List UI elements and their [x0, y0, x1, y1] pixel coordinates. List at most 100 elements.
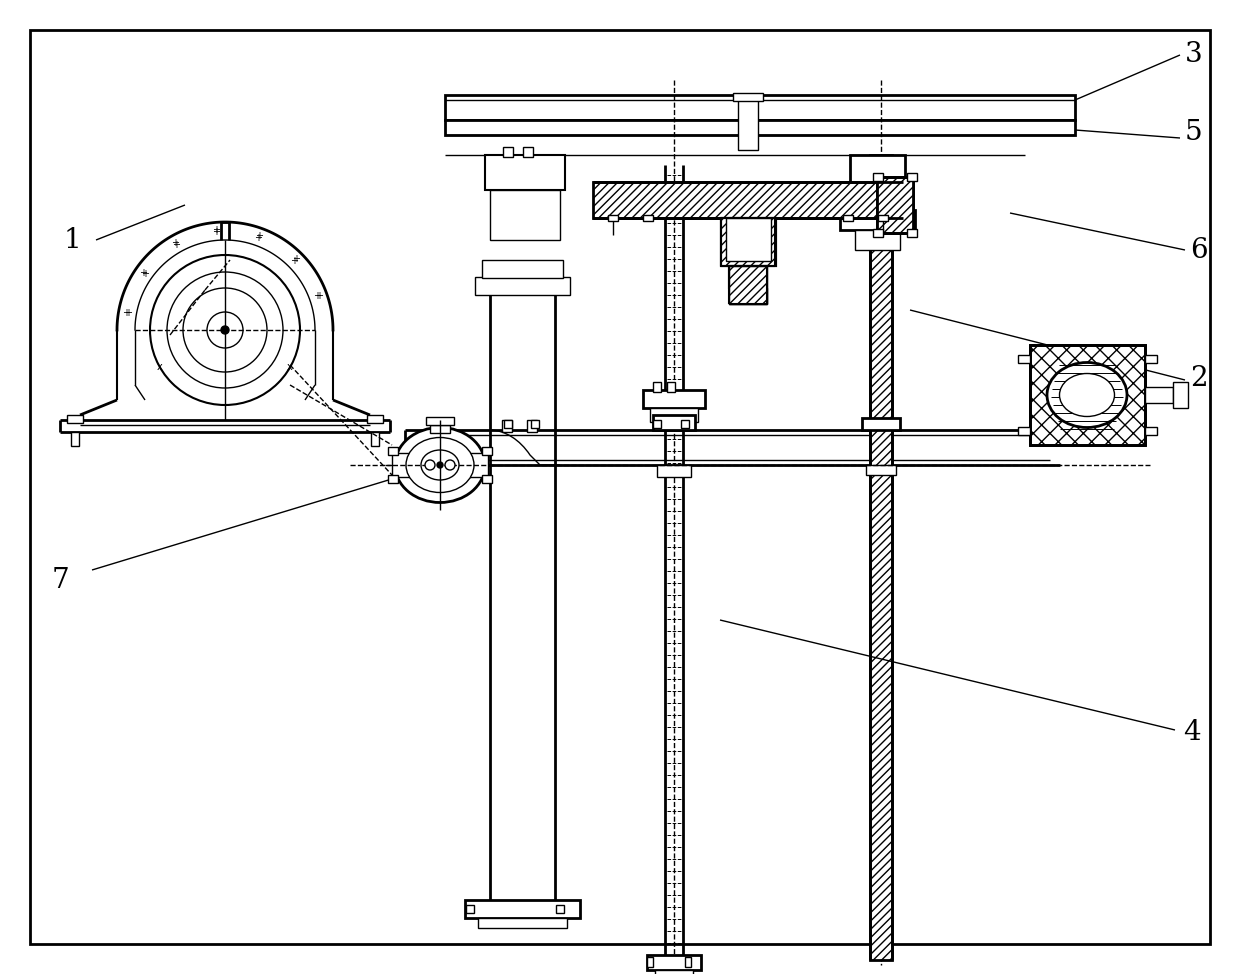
Bar — [1145, 427, 1157, 435]
Bar — [870, 155, 892, 960]
Bar — [367, 415, 383, 423]
Circle shape — [167, 272, 283, 388]
Bar — [430, 425, 450, 433]
Ellipse shape — [422, 450, 459, 480]
Text: +: + — [212, 225, 221, 236]
Bar — [466, 905, 474, 913]
Text: +: + — [254, 233, 263, 243]
Bar — [647, 957, 653, 967]
Bar — [1030, 345, 1145, 445]
Bar — [866, 465, 897, 475]
Bar — [653, 382, 661, 392]
Bar — [422, 469, 428, 475]
Bar — [839, 210, 915, 230]
Bar — [445, 95, 1075, 120]
Bar — [67, 415, 83, 423]
Circle shape — [221, 326, 229, 334]
Bar — [1018, 355, 1030, 363]
Bar — [873, 173, 883, 181]
Bar — [608, 215, 618, 221]
Bar — [733, 93, 763, 101]
Text: +: + — [171, 239, 179, 248]
Bar — [465, 900, 580, 918]
Bar — [906, 173, 918, 181]
Text: +: + — [315, 291, 322, 301]
Bar — [523, 147, 533, 157]
Bar — [653, 420, 661, 428]
Bar — [485, 155, 565, 190]
Text: x: x — [288, 362, 293, 372]
Bar — [422, 454, 428, 460]
Bar — [856, 230, 900, 250]
Bar — [1145, 387, 1173, 403]
Bar — [1030, 345, 1145, 445]
Bar — [843, 215, 853, 221]
Circle shape — [207, 312, 243, 348]
Text: 5: 5 — [1185, 120, 1203, 146]
Bar — [873, 229, 883, 237]
Bar — [475, 277, 570, 295]
Bar — [388, 475, 398, 483]
Bar — [593, 182, 903, 218]
Bar — [1018, 427, 1030, 435]
Ellipse shape — [1047, 362, 1127, 428]
Bar — [647, 955, 701, 970]
Circle shape — [425, 460, 435, 470]
Text: 7: 7 — [51, 567, 69, 593]
Bar — [502, 420, 512, 432]
Text: +: + — [290, 256, 299, 266]
Text: +: + — [140, 269, 149, 279]
Circle shape — [150, 255, 300, 405]
Bar — [427, 417, 454, 425]
Text: +: + — [139, 268, 148, 278]
Bar — [906, 229, 918, 237]
Bar — [531, 420, 539, 428]
Text: 1: 1 — [63, 227, 81, 253]
Bar — [392, 453, 489, 477]
Text: +: + — [172, 241, 180, 250]
Bar — [371, 432, 379, 446]
Bar — [1173, 382, 1188, 408]
Bar — [482, 260, 563, 278]
Text: +: + — [255, 231, 263, 241]
Bar — [1145, 355, 1157, 363]
Bar — [720, 218, 776, 266]
Text: +: + — [212, 227, 221, 238]
Circle shape — [445, 460, 455, 470]
Bar — [644, 215, 653, 221]
Bar — [738, 95, 758, 150]
Text: 3: 3 — [1185, 42, 1203, 68]
Bar — [556, 905, 564, 913]
Ellipse shape — [405, 437, 474, 493]
Bar — [667, 382, 675, 392]
Bar — [477, 918, 567, 928]
Bar — [445, 120, 1075, 135]
Bar — [684, 957, 691, 967]
Text: 4: 4 — [1183, 720, 1200, 746]
Bar — [644, 390, 706, 408]
Bar — [729, 266, 768, 288]
Text: x: x — [157, 362, 162, 372]
Text: 6: 6 — [1190, 237, 1208, 264]
Text: 2: 2 — [1190, 364, 1208, 392]
Bar — [729, 266, 768, 304]
Text: +: + — [123, 308, 130, 318]
Text: +: + — [312, 291, 321, 302]
Circle shape — [184, 288, 267, 372]
Bar — [503, 420, 512, 428]
Circle shape — [436, 462, 443, 468]
Bar — [412, 454, 418, 460]
Bar — [650, 408, 698, 422]
Bar — [71, 432, 79, 446]
Bar — [877, 177, 913, 233]
Bar — [878, 215, 888, 221]
Bar — [503, 147, 513, 157]
Bar — [729, 288, 768, 304]
Bar — [527, 420, 537, 432]
Bar — [412, 469, 418, 475]
Bar — [490, 190, 560, 240]
Bar — [681, 420, 689, 428]
Bar — [653, 415, 694, 430]
Text: +: + — [124, 308, 133, 318]
Bar — [657, 465, 691, 477]
